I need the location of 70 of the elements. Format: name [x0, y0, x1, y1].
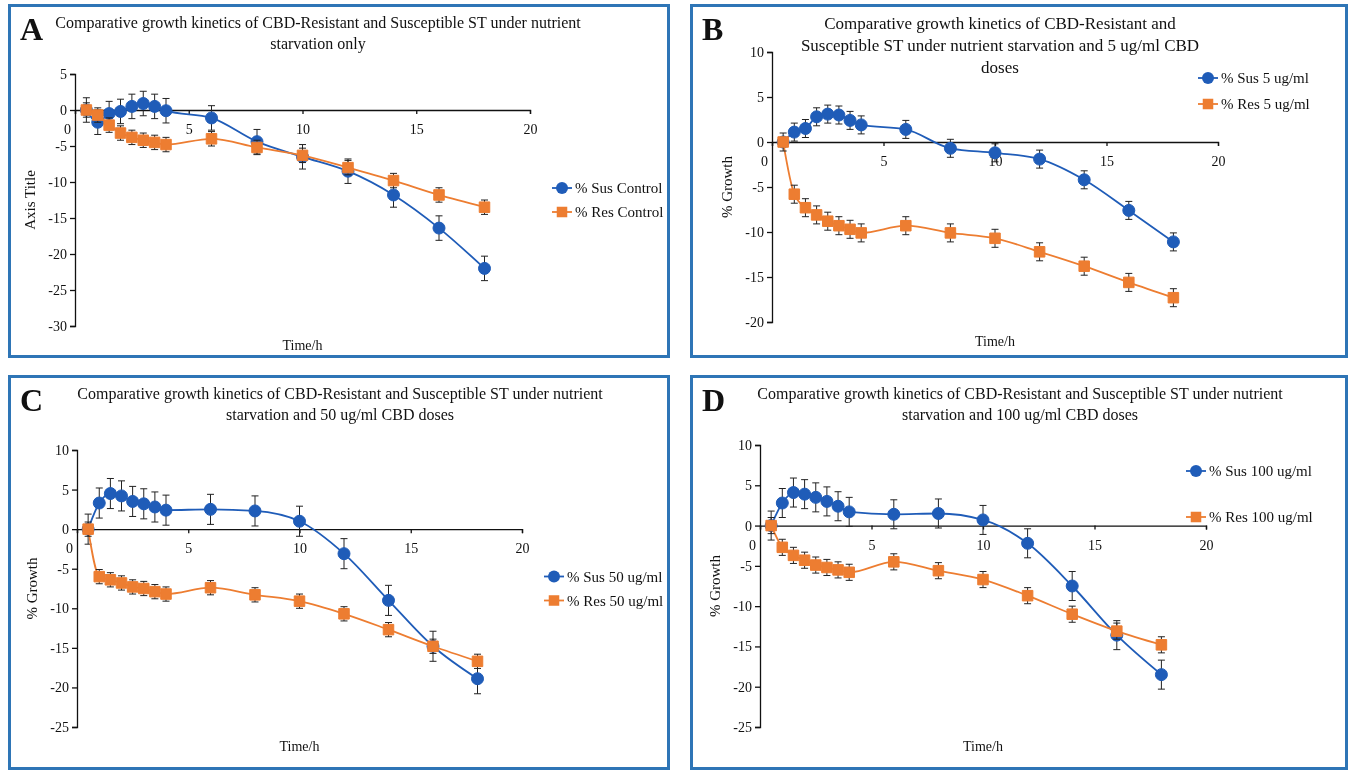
y-tick-label: 10 [55, 442, 69, 458]
y-tick-label: -5 [55, 138, 67, 154]
y-tick-label: -15 [48, 210, 67, 226]
text: B [702, 11, 724, 47]
y-tick-label: 10 [738, 437, 752, 453]
x-axis-title: Time/h [279, 739, 320, 754]
x-tick-label: 5 [880, 153, 888, 169]
legend-label: % Sus Control [575, 180, 663, 196]
y-tick-label: -15 [50, 640, 69, 656]
legend-label: % Res Control [575, 204, 664, 220]
y-axis-title: % Growth [24, 556, 40, 620]
y-tick-label: -25 [50, 719, 69, 735]
x-tick-label: 15 [1088, 537, 1102, 553]
x-axis-title: Time/h [282, 338, 323, 353]
x-tick-label: 20 [523, 121, 538, 137]
legend-label: % Sus 50 ug/ml [567, 568, 663, 585]
text: A [20, 11, 44, 47]
y-tick-label: -20 [745, 314, 764, 330]
y-tick-label: -25 [733, 719, 752, 735]
y-tick-label: -15 [745, 269, 764, 285]
x-tick-label: 15 [409, 121, 424, 137]
y-tick-label: 0 [757, 134, 764, 150]
chart-title: Comparative growth kinetics of CBD-Resistant and Susceptible ST under nutrient starvation and 100 ug/ml CBD doses [757, 385, 1284, 424]
y-tick-label: -10 [48, 174, 67, 190]
x-tick-label: 20 [1211, 153, 1226, 169]
y-tick-label: -20 [50, 680, 69, 696]
x-tick-label: 10 [293, 541, 307, 557]
legend-label: % Res 50 ug/ml [567, 592, 664, 609]
y-tick-label: -5 [740, 558, 752, 574]
x-tick-label: 20 [515, 541, 530, 557]
y-tick-label: -20 [48, 246, 67, 262]
y-tick-label: 0 [62, 522, 69, 538]
x-tick-label: 20 [1199, 537, 1214, 553]
y-tick-label: -10 [745, 224, 764, 240]
y-axis-title: Axis Title [22, 169, 38, 230]
y-tick-label: -30 [48, 318, 67, 334]
y-tick-label: -15 [733, 639, 752, 655]
y-tick-label: -25 [48, 282, 67, 298]
y-tick-label: 5 [757, 89, 764, 105]
x-tick-label: 5 [868, 537, 876, 553]
x-axis-title: Time/h [975, 334, 1015, 349]
x-axis-title: Time/h [963, 739, 1003, 754]
y-tick-label: -10 [733, 599, 752, 615]
legend-label: % Sus 5 ug/ml [1221, 70, 1309, 86]
y-tick-label: 0 [60, 102, 67, 118]
legend-label: % Res 100 ug/ml [1209, 509, 1313, 525]
y-tick-label: -5 [752, 179, 764, 195]
chart-title: Comparative growth kinetics of CBD-Resistant and Susceptible ST under nutrient starvation only [55, 14, 582, 53]
x-tick-label: 10 [976, 537, 991, 553]
y-tick-label: -20 [733, 679, 752, 695]
y-tick-label: -5 [57, 561, 69, 577]
legend-label: % Res 5 ug/ml [1221, 96, 1310, 112]
y-tick-label: 0 [745, 518, 752, 534]
text: C [20, 382, 44, 418]
y-axis-title: % Growth [707, 554, 723, 618]
x-tick-label: 15 [1100, 153, 1114, 169]
x-tick-label: 5 [185, 121, 193, 137]
chart-title: Comparative growth kinetics of CBD-Resistant and Susceptible ST under nutrient starvation and 5 ug/ml CBD doses [800, 14, 1200, 78]
x-tick-label: 10 [296, 121, 310, 137]
y-tick-label: -10 [50, 601, 69, 617]
y-tick-label: 5 [60, 66, 67, 82]
y-tick-label: 5 [62, 482, 69, 498]
y-tick-label: 10 [750, 44, 764, 60]
chart-title: Comparative growth kinetics of CBD-Resistant and Susceptible ST under nutrient starvation and 50 ug/ml CBD doses [77, 385, 604, 424]
text: D [702, 382, 726, 418]
y-tick-label: 5 [745, 478, 752, 494]
legend-label: % Sus 100 ug/ml [1209, 463, 1312, 479]
x-tick-label: 15 [404, 541, 419, 557]
y-axis-title: % Growth [719, 155, 735, 219]
x-tick-label: 5 [185, 541, 193, 557]
